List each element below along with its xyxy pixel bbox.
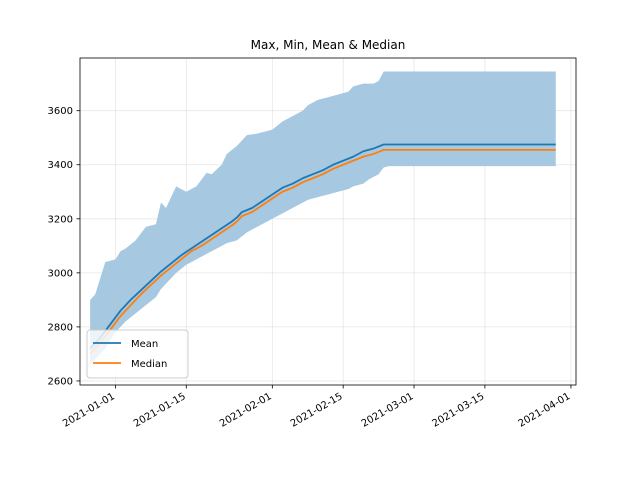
legend-box [86, 329, 189, 379]
chart-title: Max, Min, Mean & Median [251, 38, 406, 52]
y-tick-label: 3000 [48, 268, 73, 279]
legend: Mean Median [86, 329, 189, 379]
series-layer [89, 143, 556, 355]
legend-median-label: Median [131, 359, 167, 370]
y-tick-label: 3400 [48, 160, 73, 171]
y-axis: 2600 2800 3000 3200 3400 3600 [48, 106, 80, 387]
y-tick-label: 2800 [48, 322, 73, 333]
y-tick-label: 3200 [48, 214, 73, 225]
series-line-median [89, 148, 556, 355]
plot-frame [79, 57, 577, 386]
y-tick-label: 2600 [48, 376, 73, 387]
legend-mean-label: Mean [131, 339, 158, 350]
y-tick-label: 3600 [48, 106, 73, 117]
series-line-mean [89, 143, 556, 350]
